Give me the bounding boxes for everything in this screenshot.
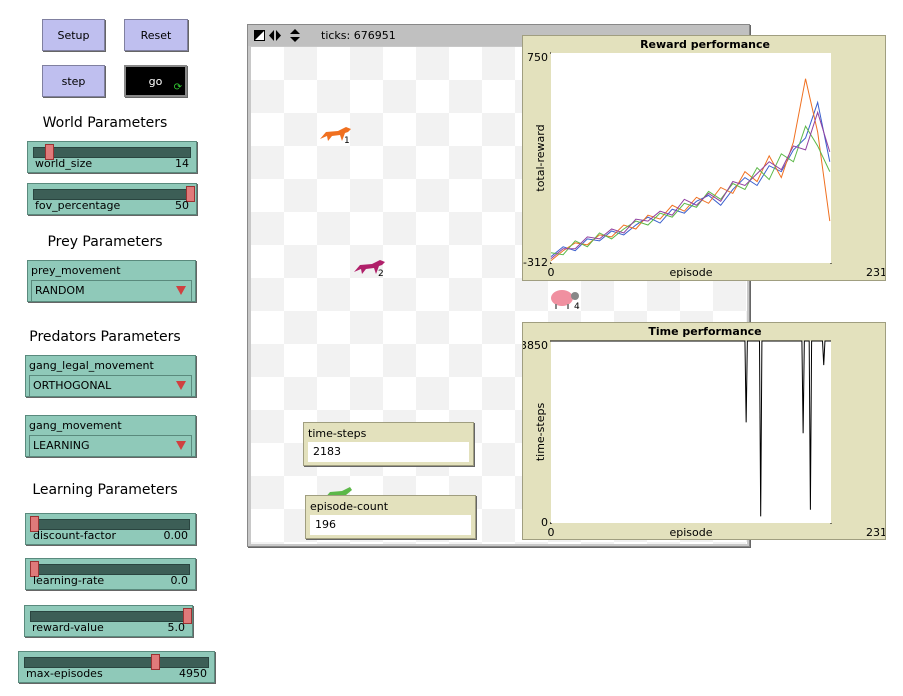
slider-label: discount-factor [33, 529, 116, 542]
slider-track [33, 147, 191, 158]
x-tick-label: 231 [866, 526, 886, 539]
slider-label: learning-rate [33, 574, 105, 587]
section-label: World Parameters [42, 115, 168, 131]
slider-value: 5.0 [167, 621, 186, 634]
time-plot: Time performance 0 3850 0 231 episode time-ste… [522, 322, 886, 540]
slider[interactable]: max-episodes 4950 [18, 651, 215, 683]
chooser-label: prey_movement [31, 264, 121, 277]
view-controls[interactable] [254, 29, 304, 43]
plot-title: Reward performance [640, 38, 770, 51]
plot-title: Time performance [648, 325, 761, 338]
chooser-label: gang_legal_movement [29, 359, 154, 372]
slider-value: 0.00 [163, 529, 189, 542]
data-line [550, 124, 831, 256]
plot-area [551, 341, 831, 523]
slider-knob[interactable] [151, 654, 160, 670]
monitor-label: episode-count [310, 500, 389, 513]
dropdown-arrow [176, 441, 186, 450]
reset-button[interactable]: Reset [124, 19, 188, 51]
chooser[interactable]: prey_movement RANDOM [27, 260, 196, 302]
slider-label: fov_percentage [35, 199, 121, 212]
monitor-label: time-steps [308, 427, 367, 440]
slider-value: 4950 [179, 667, 207, 680]
slider-knob[interactable] [45, 144, 54, 160]
agent-label: 2 [378, 269, 384, 279]
chooser-box[interactable]: ORTHOGONAL [29, 375, 192, 397]
chooser-box[interactable]: RANDOM [31, 280, 192, 302]
monitor-value: 196 [310, 515, 471, 535]
slider-label: reward-value [32, 621, 104, 634]
slider-label: max-episodes [26, 667, 103, 680]
section-label: Learning Parameters [32, 482, 178, 498]
chooser-box[interactable]: LEARNING [29, 435, 192, 457]
slider-knob[interactable] [183, 608, 192, 624]
y-tick-label: 750 [527, 51, 548, 64]
monitor-value: 2183 [308, 442, 469, 462]
y-axis-label: time-steps [534, 403, 547, 462]
sheep-agent: 4 [551, 290, 580, 312]
monitor: time-steps 2183 [303, 422, 474, 466]
chooser-value: ORTHOGONAL [33, 379, 112, 392]
y-axis-label: total-reward [534, 124, 547, 191]
slider-label: world_size [35, 157, 93, 170]
slider[interactable]: world_size 14 [27, 141, 197, 173]
step-button[interactable]: step [42, 65, 105, 97]
slider-knob[interactable] [30, 561, 39, 577]
slider-knob[interactable] [30, 516, 39, 532]
chooser-label: gang_movement [29, 419, 122, 432]
data-line [551, 340, 831, 517]
y-tick-label: 3850 [522, 339, 548, 352]
slider[interactable]: discount-factor 0.00 [25, 513, 196, 545]
tick-counter: ticks: 676951 [321, 29, 396, 42]
slider-track [24, 657, 209, 668]
x-axis-label: episode [669, 526, 712, 539]
x-axis-label: episode [669, 266, 712, 279]
data-line [550, 100, 831, 258]
go-label: go [148, 74, 163, 88]
chooser-value: LEARNING [33, 439, 90, 452]
slider[interactable]: reward-value 5.0 [24, 605, 193, 637]
reward-plot: Reward performance -312 750 0 231 episode tota… [522, 35, 886, 281]
chooser[interactable]: gang_legal_movement ORTHOGONAL [25, 355, 196, 397]
wolf-agent: 1 [320, 127, 351, 146]
agent-label: 1 [344, 136, 350, 146]
section-label: Predators Parameters [29, 329, 181, 345]
monitor: episode-count 196 [305, 495, 476, 539]
forever-icon: ⟳ [173, 82, 182, 93]
go-button[interactable]: go ⟳ [124, 65, 187, 97]
slider[interactable]: learning-rate 0.0 [25, 558, 196, 590]
slider-knob[interactable] [186, 186, 195, 202]
setup-button[interactable]: Setup [42, 19, 105, 51]
section-label: Prey Parameters [47, 234, 163, 250]
y-tick-label: 0 [541, 516, 548, 529]
x-tick-label: 0 [548, 526, 555, 539]
slider-value: 50 [175, 199, 189, 212]
data-line [550, 110, 831, 260]
x-tick-label: 0 [548, 266, 555, 279]
slider-value: 14 [175, 157, 189, 170]
plot-area [551, 53, 831, 263]
agent-label: 4 [574, 302, 580, 312]
y-tick-label: -312 [523, 256, 548, 269]
wolf-agent: 2 [354, 260, 385, 279]
chooser-value: RANDOM [35, 284, 85, 297]
data-line [550, 78, 831, 262]
slider[interactable]: fov_percentage 50 [27, 183, 197, 215]
slider-value: 0.0 [170, 574, 189, 587]
dropdown-arrow [176, 286, 186, 295]
chooser[interactable]: gang_movement LEARNING [25, 415, 196, 457]
x-tick-label: 231 [866, 266, 886, 279]
dropdown-arrow [176, 381, 186, 390]
